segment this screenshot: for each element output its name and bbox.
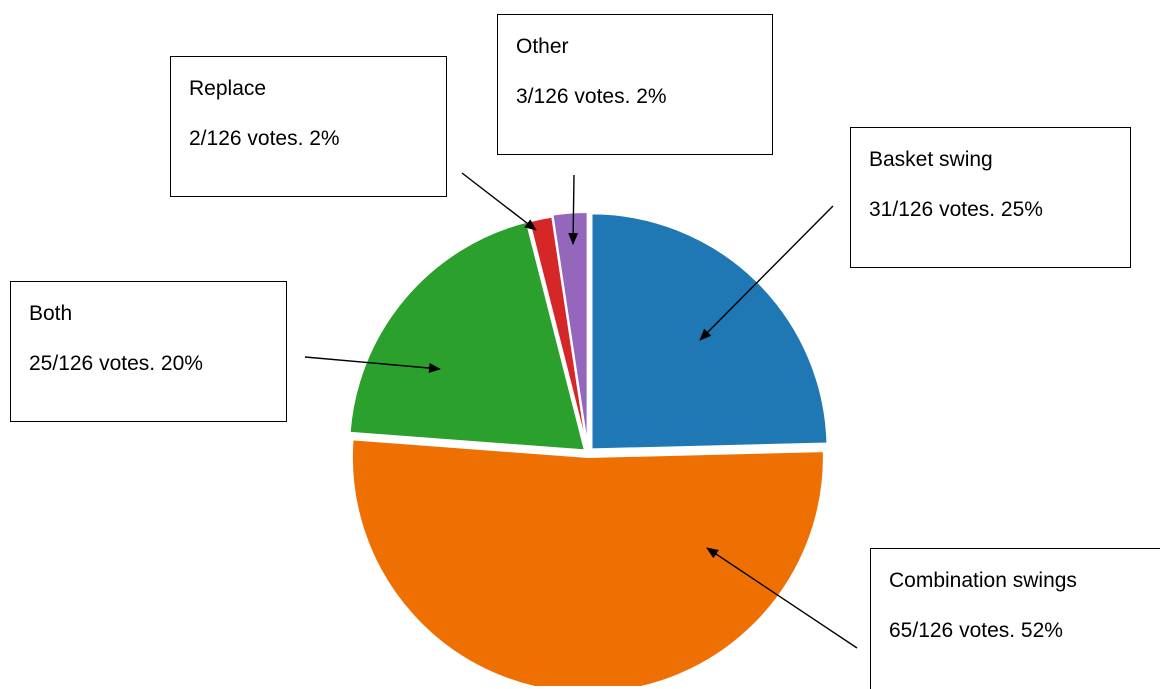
- legend-label-combination-swings: Combination swings: [889, 569, 1077, 592]
- data-label-replace: 2/126 votes. 2%: [189, 127, 340, 150]
- arrow-replace: [461, 172, 537, 231]
- callout-combination-swings: Combination swings 65/126 votes. 52%: [870, 548, 1160, 689]
- callout-both: Both 25/126 votes. 20%: [10, 281, 287, 422]
- arrow-combination-swings: [706, 547, 858, 649]
- callout-other: Other 3/126 votes. 2%: [497, 14, 773, 155]
- legend-label-replace: Replace: [189, 77, 267, 100]
- data-label-other: 3/126 votes. 2%: [516, 85, 667, 108]
- legend-label-basket-swing: Basket swing: [869, 148, 993, 171]
- data-label-both: 25/126 votes. 20%: [29, 352, 203, 375]
- data-label-basket-swing: 31/126 votes. 25%: [869, 198, 1043, 221]
- legend-label-both: Both: [29, 302, 73, 325]
- data-label-combination-swings: 65/126 votes. 52%: [889, 619, 1063, 642]
- callout-basket-swing: Basket swing 31/126 votes. 25%: [850, 127, 1131, 268]
- arrow-both: [304, 356, 441, 374]
- callout-replace: Replace 2/126 votes. 2%: [170, 56, 447, 197]
- pie-slice-other: [551, 211, 589, 449]
- arrow-basket-swing: [699, 205, 834, 341]
- pie-slice-both: [348, 220, 587, 452]
- pie-slices: [348, 211, 829, 686]
- callout-arrows: [304, 172, 858, 649]
- arrow-other: [568, 174, 579, 245]
- legend-label-other: Other: [516, 35, 569, 58]
- pie-slice-combination-swings: [350, 438, 825, 686]
